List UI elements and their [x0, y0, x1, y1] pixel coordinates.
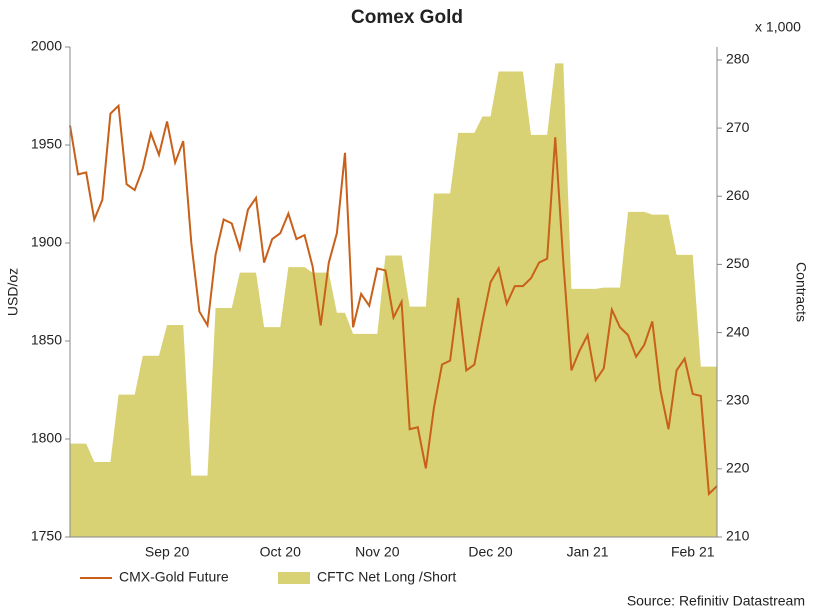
y2-tick-label: 270 [726, 119, 750, 135]
legend: CMX-Gold Future CFTC Net Long /Short [80, 569, 456, 585]
x-tick-label: Feb 21 [671, 544, 715, 560]
y-tick-label: 2000 [31, 38, 62, 54]
y2-tick-label: 210 [726, 528, 750, 544]
line [69, 103, 718, 497]
x-tick-label: Dec 20 [468, 544, 513, 560]
y2-axis-label: Contracts [793, 262, 809, 322]
y-tick-label: 1850 [31, 332, 62, 348]
y2-tick-label: 250 [726, 255, 750, 271]
x-tick-label: Sep 20 [145, 544, 190, 560]
chart-title: Comex Gold [351, 7, 463, 28]
source-note: Source: Refinitiv Datastream [627, 593, 805, 609]
y2-unit: x 1,000 [755, 19, 801, 35]
y-axis-label: USD/oz [5, 268, 21, 316]
legend-label: CMX-Gold Future [119, 569, 229, 585]
legend-area-swatch [278, 572, 310, 584]
y-tick-label: 1750 [31, 528, 62, 544]
y-tick-label: 1950 [31, 136, 62, 152]
y2-tick-label: 230 [726, 391, 750, 407]
legend-label: CFTC Net Long /Short [317, 569, 456, 585]
x-tick-label: Oct 20 [260, 544, 301, 560]
x-tick-label: Jan 21 [567, 544, 609, 560]
y-tick-label: 1900 [31, 234, 62, 250]
y2-tick-label: 280 [726, 51, 750, 67]
plot [69, 63, 718, 537]
y2-tick-label: 240 [726, 323, 750, 339]
area [70, 63, 717, 537]
y-tick-label: 1800 [31, 430, 62, 446]
y2-tick-label: 220 [726, 460, 750, 476]
y2-tick-label: 260 [726, 187, 750, 203]
x-tick-label: Nov 20 [355, 544, 400, 560]
